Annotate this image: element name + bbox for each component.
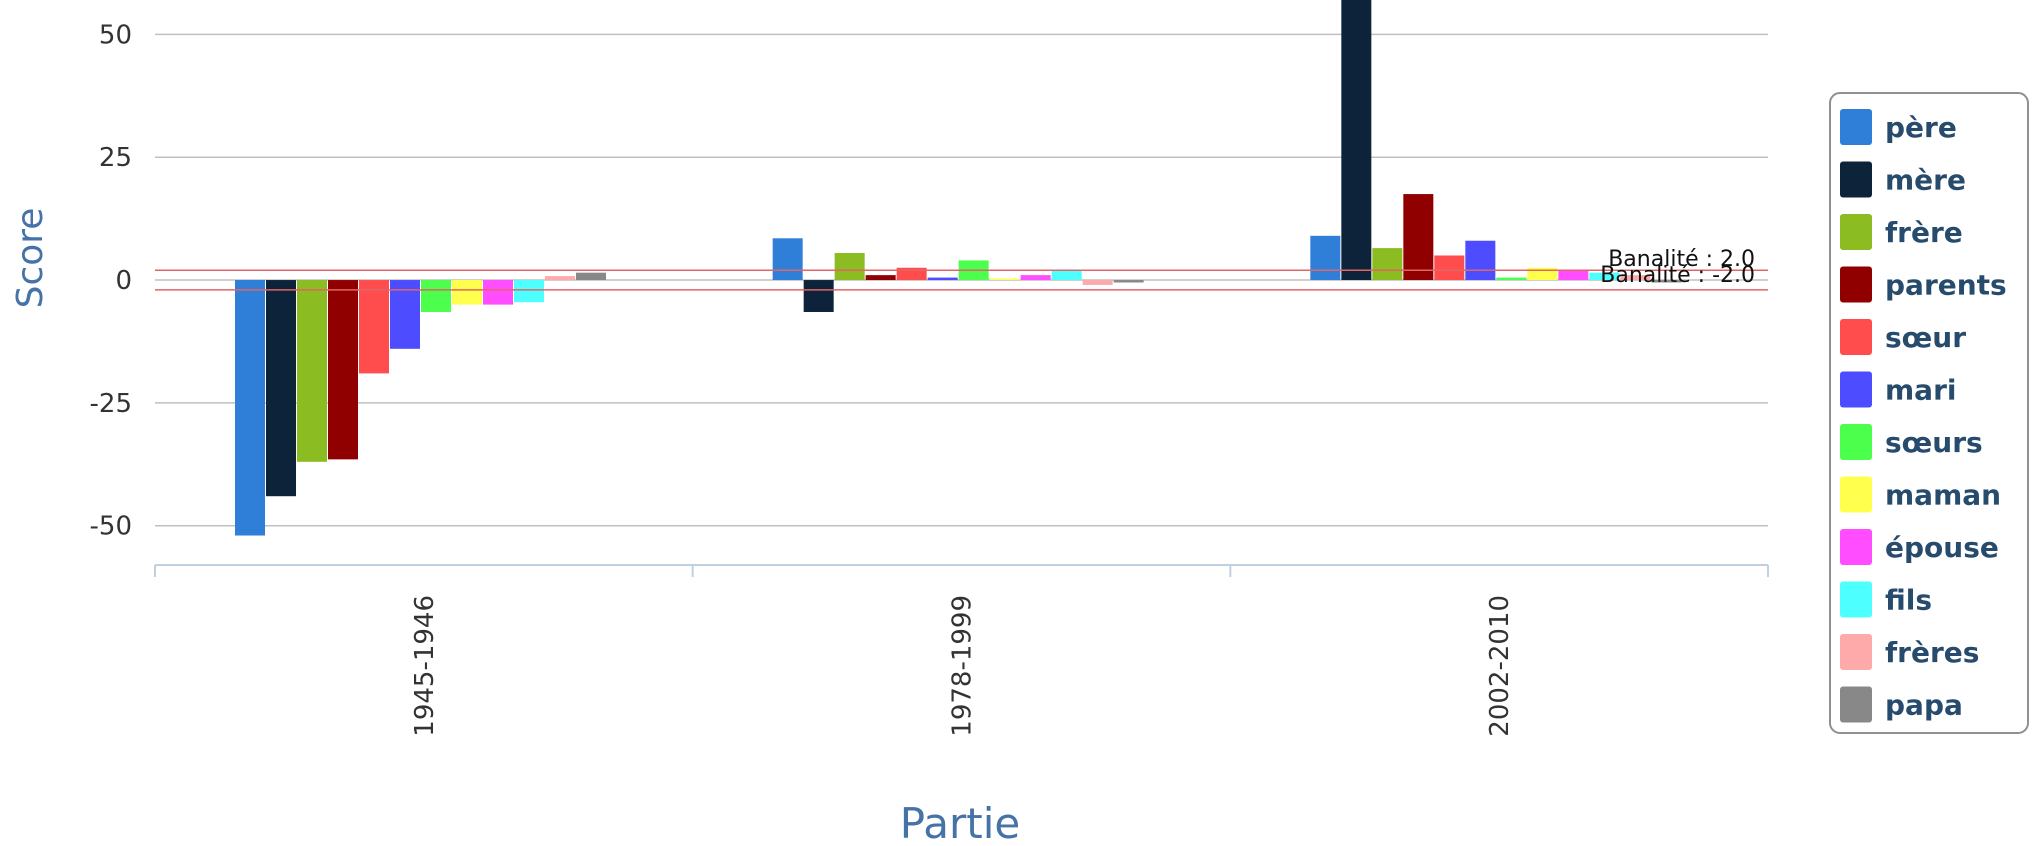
bar[interactable] (834, 253, 865, 281)
bar[interactable] (1051, 270, 1082, 281)
legend-swatch[interactable] (1840, 476, 1872, 513)
bar[interactable] (1082, 280, 1113, 285)
y-tick-label: 25 (99, 143, 132, 173)
y-tick-label: 0 (115, 266, 132, 296)
bar[interactable] (514, 280, 544, 303)
bar[interactable] (576, 272, 606, 281)
legend-swatch[interactable] (1840, 214, 1872, 250)
bar[interactable] (1310, 235, 1341, 281)
x-axis: 1945-1946 1978-1999 2002-2010 (154, 564, 1769, 737)
y-tick-label: -50 (90, 512, 132, 542)
bar[interactable] (235, 280, 265, 536)
bar[interactable] (266, 280, 296, 497)
bar[interactable] (1589, 272, 1620, 281)
x-axis-title: Partie (900, 799, 1020, 846)
bar[interactable] (390, 280, 420, 349)
bar[interactable] (452, 280, 482, 305)
bar[interactable] (297, 280, 327, 462)
bar[interactable] (1341, 0, 1372, 281)
bar[interactable] (1113, 280, 1144, 283)
legend-box (1829, 92, 2029, 734)
legend-label[interactable]: papa (1885, 689, 1963, 722)
legend-swatch[interactable] (1840, 424, 1872, 460)
legend-label[interactable]: sœurs (1885, 426, 1983, 459)
bar[interactable] (865, 275, 896, 281)
bar[interactable] (359, 280, 389, 374)
bar[interactable] (1372, 248, 1403, 281)
banalite-label: Banalité : -2.0 (1600, 263, 1755, 288)
legend-label[interactable]: mari (1885, 374, 1956, 407)
legend-swatch[interactable] (1840, 161, 1872, 198)
legend-label[interactable]: mère (1885, 164, 1966, 197)
x-tick-label: 1978-1999 (948, 595, 978, 737)
legend-swatch[interactable] (1840, 266, 1872, 303)
bars[interactable] (235, 0, 1682, 536)
y-axis-title: Score (10, 208, 51, 309)
bar[interactable] (1434, 255, 1465, 281)
x-tick-label: 1945-1946 (410, 595, 440, 737)
y-axis-ticks: -50 -25 0 25 50 (90, 20, 132, 541)
bar[interactable] (1020, 275, 1051, 281)
legend-label[interactable]: sœur (1885, 321, 1966, 354)
legend-label[interactable]: frères (1885, 636, 1979, 669)
y-tick-label: 50 (99, 20, 132, 50)
legend-swatch[interactable] (1840, 634, 1872, 670)
bar[interactable] (927, 277, 958, 281)
legend-label[interactable]: père (1885, 111, 1957, 144)
bar[interactable] (328, 280, 358, 460)
bar[interactable] (1496, 277, 1527, 281)
bar[interactable] (803, 280, 834, 312)
bar[interactable] (1651, 280, 1682, 283)
legend-swatch[interactable] (1840, 109, 1872, 145)
x-tick-label: 2002-2010 (1485, 595, 1515, 737)
bar[interactable] (1620, 275, 1651, 281)
bar[interactable] (1465, 240, 1496, 281)
banalite-label: Banalité : 2.0 (1608, 247, 1755, 272)
legend-swatch[interactable] (1840, 319, 1872, 355)
legend-label[interactable]: maman (1885, 479, 2001, 512)
legend-label[interactable]: épouse (1885, 531, 1999, 564)
legend-swatch[interactable] (1840, 686, 1872, 723)
bar[interactable] (1558, 270, 1589, 281)
y-tick-label: -25 (90, 389, 132, 419)
bar[interactable] (421, 280, 451, 312)
legend[interactable]: père mère frère parents sœur mari sœurs maman ép… (1829, 92, 2029, 734)
legend-swatch[interactable] (1840, 529, 1872, 565)
bar[interactable] (772, 238, 803, 281)
bar[interactable] (545, 276, 575, 281)
legend-label[interactable]: fils (1885, 584, 1932, 617)
legend-swatch[interactable] (1840, 581, 1872, 618)
legend-label[interactable]: parents (1885, 269, 2007, 302)
legend-label[interactable]: frère (1885, 216, 1963, 249)
bar[interactable] (989, 278, 1020, 281)
bar[interactable] (483, 280, 513, 305)
legend-swatch[interactable] (1840, 371, 1872, 408)
bar[interactable] (1403, 194, 1434, 281)
